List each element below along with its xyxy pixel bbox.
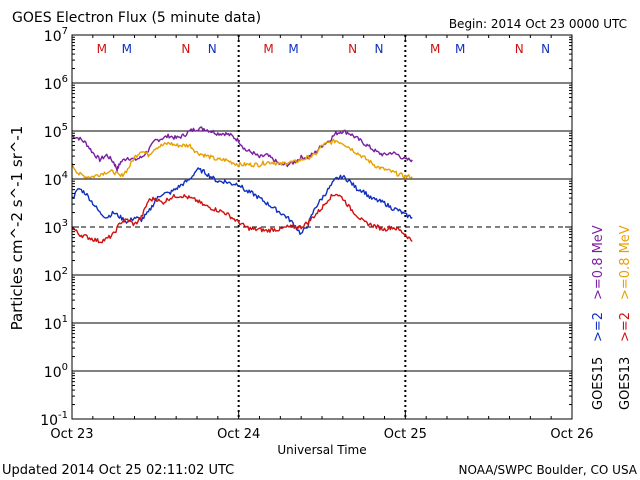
legend-goes13-label: GOES13 <box>618 357 633 410</box>
series-line <box>71 193 413 244</box>
local-time-marker: M <box>288 42 298 56</box>
day-boundary-lines <box>237 35 407 419</box>
data-series <box>71 126 413 244</box>
legend-goes15-08mev: >=0.8 MeV <box>591 225 606 300</box>
y-tick-label: 103 <box>44 218 68 237</box>
begin-time-label: Begin: 2014 Oct 23 0000 UTC <box>449 17 627 31</box>
y-tick-label: 107 <box>44 26 68 45</box>
y-axis-ticks: 10-1 100 101 102 103 104 105 106 107 <box>40 26 572 429</box>
y-axis-label-text: Particles cm^-2 s^-1 sr^-1 <box>8 126 26 331</box>
x-axis-label: Universal Time <box>277 443 366 457</box>
legend-goes13-2mev: >=2 <box>618 312 633 342</box>
credit-label: NOAA/SWPC Boulder, CO USA <box>459 463 638 477</box>
y-tick-label: 106 <box>44 74 68 93</box>
x-axis-ticks: Oct 23 Oct 24 Oct 25 Oct 26 <box>50 35 594 442</box>
local-time-marker: N <box>348 42 357 56</box>
local-time-marker: N <box>208 42 217 56</box>
y-tick-label: 100 <box>44 362 68 381</box>
y-axis-label: Particles cm^-2 s^-1 sr^-1 <box>8 126 26 331</box>
x-tick-label: Oct 26 <box>550 427 593 442</box>
x-tick-label: Oct 25 <box>384 427 427 442</box>
local-time-marker: M <box>122 42 132 56</box>
updated-timestamp: Updated 2014 Oct 25 02:11:02 UTC <box>2 463 234 478</box>
x-tick-label: Oct 23 <box>50 427 93 442</box>
y-tick-label: 105 <box>44 122 68 141</box>
y-tick-label: 104 <box>44 170 68 189</box>
legend-goes15-2mev: >=2 <box>591 312 606 342</box>
x-tick-label: Oct 24 <box>217 427 260 442</box>
series-line <box>71 167 413 236</box>
local-time-marker: N <box>181 42 190 56</box>
legend-goes15-label: GOES15 <box>591 357 606 410</box>
local-time-marker: M <box>97 42 107 56</box>
series-line <box>71 138 413 180</box>
y-tick-label: 102 <box>44 266 68 285</box>
local-time-marker: M <box>455 42 465 56</box>
y-tick-label: 101 <box>44 314 68 333</box>
legend: GOES15 >=2 >=0.8 MeV GOES13 >=2 >=0.8 Me… <box>591 225 633 410</box>
local-time-marker: N <box>541 42 550 56</box>
local-time-marker: N <box>515 42 524 56</box>
series-line <box>71 126 413 172</box>
grid-lines <box>72 82 572 372</box>
y-tick-label: 10-1 <box>40 410 68 429</box>
local-time-marker: N <box>374 42 383 56</box>
chart-title: GOES Electron Flux (5 minute data) <box>12 10 261 26</box>
legend-goes13-08mev: >=0.8 MeV <box>618 225 633 300</box>
local-time-marker: M <box>430 42 440 56</box>
local-time-marker: M <box>263 42 273 56</box>
